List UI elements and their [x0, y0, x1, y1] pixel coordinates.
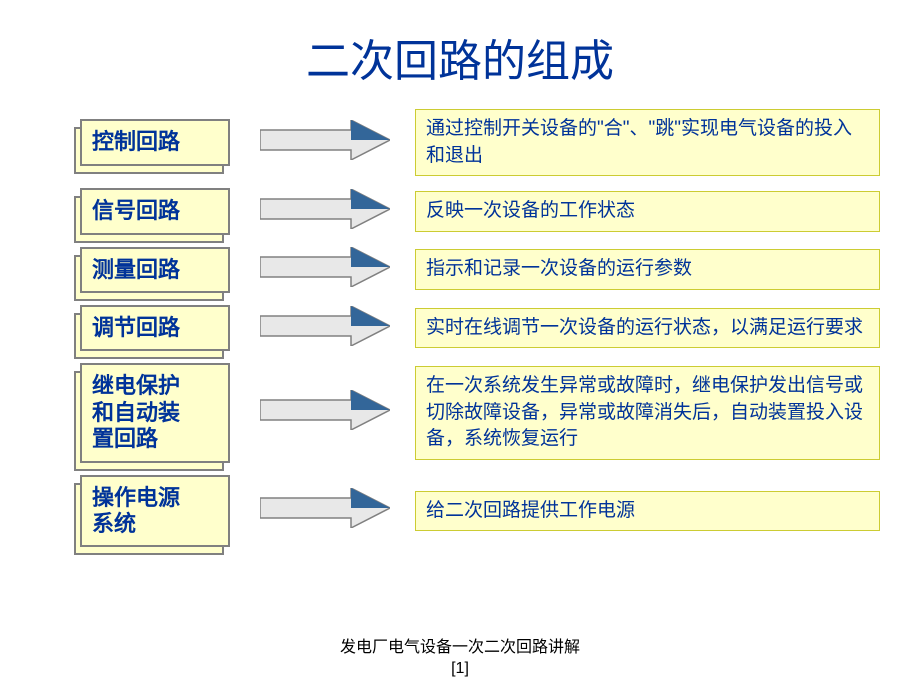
- description-box: 通过控制开关设备的"合"、"跳"实现电气设备的投入和退出: [415, 109, 880, 176]
- label-text: 操作电源 系统: [92, 485, 180, 538]
- label-box: 操作电源 系统: [80, 475, 230, 548]
- arrow-icon: [260, 306, 390, 351]
- description-box: 在一次系统发生异常或故障时，继电保护发出信号或切除故障设备，异常或故障消失后，自…: [415, 366, 880, 460]
- label-box: 调节回路: [80, 305, 230, 351]
- label-box: 继电保护 和自动装 置回路: [80, 363, 230, 462]
- label-box: 信号回路: [80, 188, 230, 234]
- label-text: 继电保护 和自动装 置回路: [92, 373, 180, 452]
- label-box: 测量回路: [80, 247, 230, 293]
- footer-line1: 发电厂电气设备一次二次回路讲解: [0, 638, 920, 659]
- arrow-icon: [260, 390, 390, 435]
- diagram-row: 测量回路 指示和记录一次设备的运行参数: [80, 247, 880, 293]
- description-box: 指示和记录一次设备的运行参数: [415, 249, 880, 290]
- arrow-icon: [260, 247, 390, 292]
- label-text: 测量回路: [92, 257, 180, 283]
- description-box: 反映一次设备的工作状态: [415, 191, 880, 232]
- diagram-row: 继电保护 和自动装 置回路 在一次系统发生异常或故障时，继电保护发出信号或切除故障…: [80, 363, 880, 462]
- label-text: 控制回路: [92, 129, 180, 155]
- page-title: 二次回路的组成: [306, 37, 614, 86]
- label-text: 信号回路: [92, 198, 180, 224]
- arrow-icon: [260, 120, 390, 165]
- diagram-row: 信号回路 反映一次设备的工作状态: [80, 188, 880, 234]
- diagram-row: 控制回路 通过控制开关设备的"合"、"跳"实现电气设备的投入和退出: [80, 109, 880, 176]
- arrow-icon: [260, 488, 390, 533]
- label-box: 控制回路: [80, 119, 230, 165]
- label-text: 调节回路: [92, 315, 180, 341]
- diagram-row: 调节回路 实时在线调节一次设备的运行状态，以满足运行要求: [80, 305, 880, 351]
- footer-line2: [1]: [0, 659, 920, 680]
- diagram-row: 操作电源 系统 给二次回路提供工作电源: [80, 475, 880, 548]
- description-box: 给二次回路提供工作电源: [415, 491, 880, 532]
- description-box: 实时在线调节一次设备的运行状态，以满足运行要求: [415, 308, 880, 349]
- arrow-icon: [260, 189, 390, 234]
- diagram-rows: 控制回路 通过控制开关设备的"合"、"跳"实现电气设备的投入和退出信号回路 反映一次…: [0, 109, 920, 547]
- footer: 发电厂电气设备一次二次回路讲解 [1]: [0, 638, 920, 680]
